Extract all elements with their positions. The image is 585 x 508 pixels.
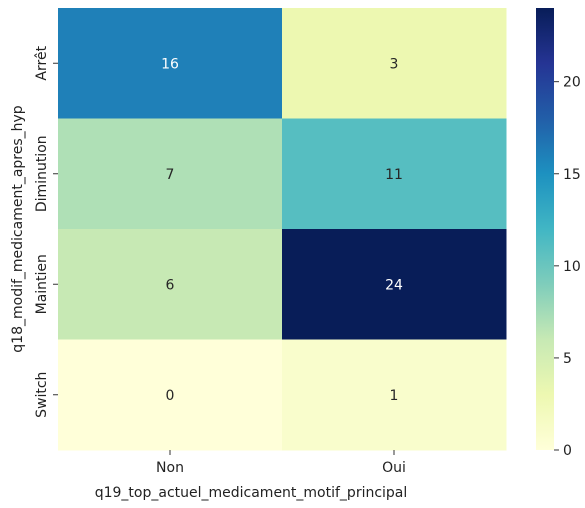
heatmap-cell-value: 11 [385, 167, 403, 183]
colorbar-tick-label: 20 [563, 75, 581, 91]
colorbar: 0 5 10 15 20 [536, 8, 581, 459]
x-axis-label: q19_top_actuel_medicament_motif_principa… [95, 485, 408, 501]
colorbar-gradient [536, 8, 554, 450]
colorbar-tick-label: 5 [563, 351, 572, 367]
y-axis: Arrêt Diminution Maintien Switch [34, 45, 58, 417]
y-tick-label: Switch [34, 372, 50, 418]
heatmap-cells [58, 8, 507, 451]
heatmap-cell-value: 1 [390, 388, 399, 404]
heatmap-cell-value: 24 [385, 277, 403, 293]
heatmap-cell-value: 6 [166, 277, 175, 293]
y-tick-label: Arrêt [34, 45, 50, 80]
heatmap-cell-value: 3 [390, 56, 399, 72]
heatmap-cell-value: 7 [166, 167, 175, 183]
heatmap-cell-value: 16 [161, 56, 179, 72]
y-tick-label: Diminution [34, 135, 50, 212]
colorbar-tick-label: 15 [563, 167, 581, 183]
x-axis: Non Oui [156, 450, 406, 476]
x-tick-label: Non [156, 460, 184, 476]
colorbar-tick-label: 10 [563, 259, 581, 275]
y-axis-label: q18_modif_medicament_apres_hyp [10, 105, 26, 353]
y-tick-label: Maintien [34, 254, 50, 314]
x-tick-label: Oui [382, 460, 406, 476]
colorbar-tick-label: 0 [563, 443, 572, 459]
heatmap-cell-value: 0 [166, 388, 175, 404]
